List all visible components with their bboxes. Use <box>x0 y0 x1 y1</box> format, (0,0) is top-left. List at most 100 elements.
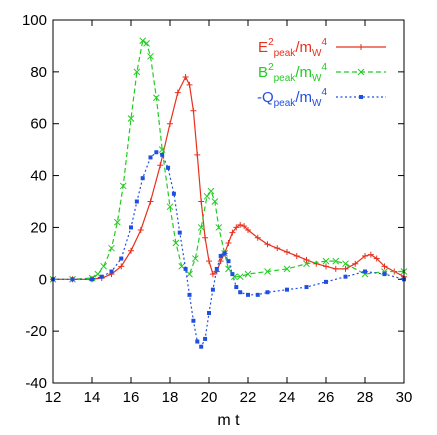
x-axis-label: m t <box>217 412 240 429</box>
data-point <box>108 244 115 252</box>
data-point <box>195 339 200 344</box>
data-point <box>382 272 387 277</box>
data-point <box>352 260 359 267</box>
legend: E2peak/mW4 B2peak/mW4 -Qpeak/mW4 <box>257 37 386 109</box>
series-line <box>53 151 405 348</box>
data-point <box>143 39 150 47</box>
data-point <box>147 198 154 205</box>
data-point <box>210 287 215 292</box>
x-tick-label: 28 <box>357 389 374 406</box>
data-point <box>100 262 108 270</box>
data-point <box>90 277 94 282</box>
y-tick-label: 20 <box>30 219 47 236</box>
data-point <box>304 285 309 290</box>
data-point <box>226 259 231 264</box>
data-point <box>109 269 114 274</box>
data-point <box>152 94 160 102</box>
data-point <box>186 81 193 88</box>
data-point <box>191 255 199 262</box>
data-point <box>182 74 189 81</box>
legend-entry: B2peak/mW4 <box>258 62 386 84</box>
data-point <box>237 221 244 228</box>
data-point <box>209 271 216 278</box>
series-line <box>53 39 404 280</box>
y-tick-label: -40 <box>25 375 47 392</box>
data-point <box>255 292 260 297</box>
data-point <box>233 224 240 231</box>
data-point <box>342 265 349 272</box>
data-point <box>234 285 239 290</box>
data-point <box>238 290 243 295</box>
data-point <box>324 279 328 284</box>
data-point <box>203 192 211 200</box>
data-point <box>222 251 227 256</box>
data-point <box>236 273 244 281</box>
legend-entry: E2peak/mW4 <box>258 37 386 59</box>
data-point <box>127 115 135 122</box>
data-point <box>157 162 164 169</box>
data-point <box>218 253 223 258</box>
data-point <box>207 187 215 195</box>
data-point <box>225 239 232 246</box>
data-point <box>265 290 270 295</box>
legend-label: E2peak/mW4 <box>258 37 327 59</box>
data-point <box>191 318 196 323</box>
data-point <box>197 224 205 231</box>
data-point <box>283 265 291 273</box>
data-point <box>303 256 310 263</box>
data-point <box>202 234 209 241</box>
x-tick-label: 16 <box>123 389 140 406</box>
legend-marker <box>359 95 363 99</box>
y-tick-label: 0 <box>39 271 47 288</box>
y-tick-label: -20 <box>25 323 47 340</box>
data-point <box>137 227 144 234</box>
data-point <box>363 269 367 274</box>
x-tick-label: 18 <box>162 389 179 406</box>
plot-frame <box>52 19 405 384</box>
data-point <box>154 150 159 155</box>
data-point <box>166 165 171 170</box>
data-point <box>245 227 251 234</box>
data-point <box>274 245 281 252</box>
axis-ticks: 12 14 16 18 20 22 24 26 28 30 -40 -20 0 20 40 60 80 100 <box>22 12 412 406</box>
y-tick-label: 40 <box>30 168 47 185</box>
data-point <box>303 260 310 268</box>
data-point <box>174 89 181 96</box>
data-point <box>313 260 320 267</box>
data-point <box>322 257 330 265</box>
data-point <box>229 229 236 236</box>
data-point <box>206 258 212 265</box>
data-point <box>254 234 261 241</box>
data-point <box>230 272 235 277</box>
y-tick-label: 100 <box>22 12 47 29</box>
data-point <box>177 230 182 235</box>
data-point <box>203 336 208 341</box>
data-point <box>199 344 204 349</box>
data-point <box>217 258 224 265</box>
data-point <box>285 287 289 292</box>
data-point <box>128 247 134 254</box>
data-point <box>343 274 348 279</box>
legend-marker <box>357 68 365 76</box>
x-tick-label: 26 <box>318 389 335 406</box>
data-point <box>332 265 339 272</box>
data-point <box>332 257 340 265</box>
legend-entry: -Qpeak/mW4 <box>257 87 386 109</box>
data-point <box>118 263 125 270</box>
legend-marker <box>358 44 364 50</box>
y-tick-label: 60 <box>30 116 47 133</box>
data-point <box>70 277 75 282</box>
data-point <box>367 251 374 258</box>
legend-label: B2peak/mW4 <box>258 62 327 84</box>
data-point <box>119 182 127 190</box>
data-point <box>211 198 219 205</box>
x-tick-label: 24 <box>279 389 296 406</box>
series-line <box>53 75 405 280</box>
data-point <box>158 146 166 153</box>
data-point <box>323 263 329 270</box>
data-point <box>284 249 290 256</box>
data-point <box>166 203 174 211</box>
data-point <box>134 199 139 204</box>
data-point <box>264 268 271 275</box>
